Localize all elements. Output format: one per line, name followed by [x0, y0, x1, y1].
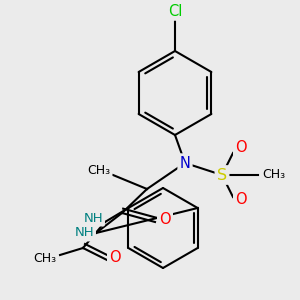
Text: CH₃: CH₃ — [262, 169, 286, 182]
Text: N: N — [180, 155, 190, 170]
Text: S: S — [217, 167, 227, 182]
Text: O: O — [159, 212, 171, 227]
Text: CH₃: CH₃ — [33, 253, 57, 266]
Text: CH₃: CH₃ — [87, 164, 111, 178]
Text: NH: NH — [74, 226, 94, 239]
Text: Cl: Cl — [168, 4, 182, 19]
Text: O: O — [109, 250, 121, 266]
Text: O: O — [235, 193, 247, 208]
Text: O: O — [235, 140, 247, 155]
Text: NH: NH — [83, 212, 103, 224]
